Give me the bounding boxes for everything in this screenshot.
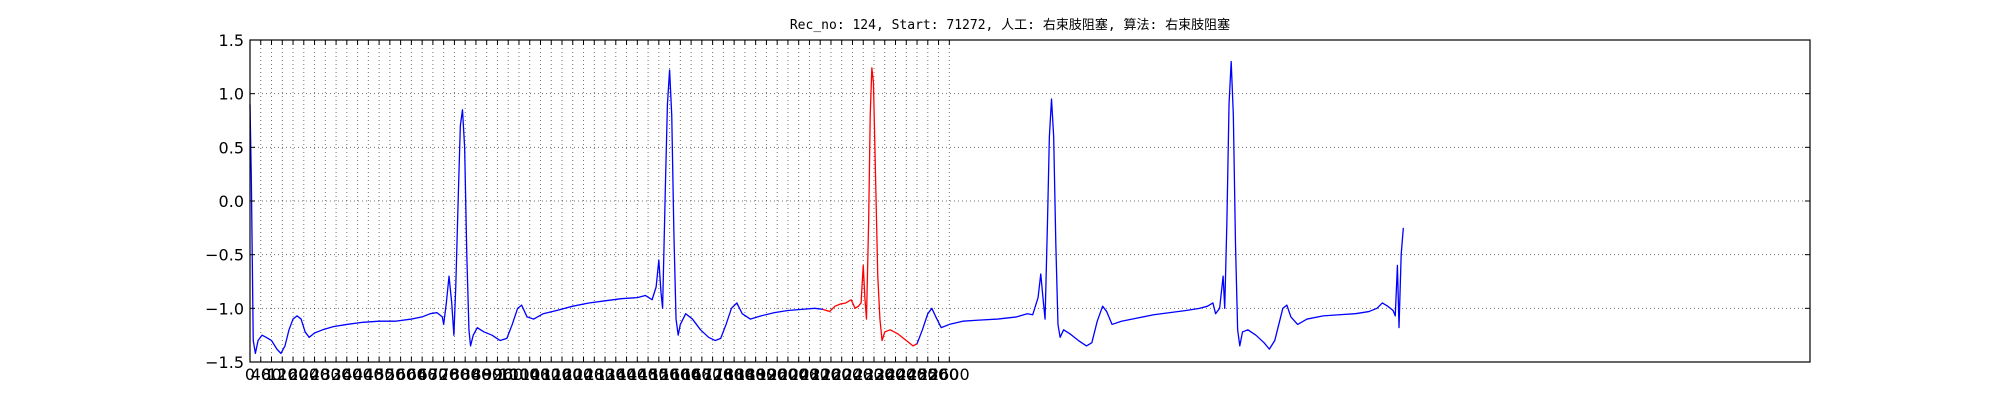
x-tick-label: 720: [428, 365, 459, 384]
x-tick-label: 1880: [735, 365, 776, 384]
x-tick-label: 2120: [800, 365, 841, 384]
x-tick-label: 1600: [660, 365, 701, 384]
x-tick-label: 440: [353, 365, 384, 384]
x-tick-label: 600: [396, 365, 427, 384]
x-tick-label: 1160: [542, 365, 583, 384]
x-tick-label: 2600: [929, 365, 970, 384]
series-line-2: [822, 67, 918, 347]
series-layer: [249, 60, 1404, 355]
x-tick-label: 200: [289, 365, 320, 384]
y-tick-label: −1.5: [205, 353, 244, 372]
y-tick-label: 1.0: [219, 85, 244, 104]
x-tick-label: 480: [364, 365, 395, 384]
x-tick-label: 2440: [886, 365, 927, 384]
x-tick-label: 2080: [789, 365, 830, 384]
x-tick-label: 760: [439, 365, 470, 384]
x-tick-label: 2560: [918, 365, 959, 384]
x-tick-label: 520: [375, 365, 406, 384]
y-tick-label: −0.5: [205, 246, 244, 265]
x-axis: 0408012016020024028032036040044048052056…: [245, 365, 970, 384]
x-tick-label: 1760: [703, 365, 744, 384]
x-tick-label: 0: [245, 365, 255, 384]
x-tick-label: 1520: [638, 365, 679, 384]
x-tick-label: 80: [261, 365, 281, 384]
x-tick-label: 1800: [714, 365, 755, 384]
x-tick-label: 2240: [832, 365, 873, 384]
x-tick-label: 2280: [843, 365, 884, 384]
x-tick-label: 1560: [649, 365, 690, 384]
x-tick-label: 1080: [520, 365, 561, 384]
x-tick-label: 1960: [757, 365, 798, 384]
x-tick-label: 880: [471, 365, 502, 384]
x-tick-label: 120: [267, 365, 298, 384]
x-tick-label: 240: [299, 365, 330, 384]
y-tick-label: 1.5: [219, 31, 244, 50]
y-tick-label: 0.5: [219, 138, 244, 157]
x-tick-label: 920: [482, 365, 513, 384]
x-tick-label: 1120: [531, 365, 572, 384]
x-tick-label: 40: [251, 365, 271, 384]
x-tick-label: 1040: [509, 365, 550, 384]
x-tick-label: 1920: [746, 365, 787, 384]
x-tick-label: 840: [461, 365, 492, 384]
x-tick-label: 560: [385, 365, 416, 384]
x-tick-label: 160: [278, 365, 309, 384]
x-tick-label: 1240: [563, 365, 604, 384]
x-tick-label: 2520: [907, 365, 948, 384]
x-tick-label: 320: [321, 365, 352, 384]
x-tick-label: 400: [342, 365, 373, 384]
x-tick-label: 640: [407, 365, 438, 384]
x-tick-label: 2480: [897, 365, 938, 384]
x-tick-label: 2000: [768, 365, 809, 384]
series-line-3: [916, 60, 1404, 350]
chart-title: Rec_no: 124, Start: 71272, 人工: 右束肢阻塞, 算法…: [790, 17, 1230, 33]
x-tick-label: 1200: [552, 365, 593, 384]
x-tick-label: 2160: [811, 365, 852, 384]
x-tick-label: 1400: [606, 365, 647, 384]
x-tick-label: 2360: [864, 365, 905, 384]
x-tick-label: 1440: [617, 365, 658, 384]
x-tick-label: 680: [418, 365, 449, 384]
x-tick-label: 1480: [628, 365, 669, 384]
x-tick-label: 1360: [595, 365, 636, 384]
x-tick-label: 1280: [574, 365, 615, 384]
x-tick-label: 1320: [585, 365, 626, 384]
x-tick-label: 2200: [821, 365, 862, 384]
series-line-1: [249, 69, 823, 355]
y-axis: −1.5 −1.0 −0.5 0.0 0.5 1.0 1.5: [205, 31, 244, 372]
x-tick-label: 1000: [499, 365, 540, 384]
x-tick-label: 280: [310, 365, 341, 384]
tick-marks: [249, 39, 1810, 363]
x-tick-label: 1840: [725, 365, 766, 384]
x-tick-label: 1720: [692, 365, 733, 384]
x-tick-label: 2320: [854, 365, 895, 384]
y-tick-label: 0.0: [219, 192, 244, 211]
x-tick-label: 1640: [671, 365, 712, 384]
x-tick-label: 960: [493, 365, 524, 384]
x-tick-label: 2400: [875, 365, 916, 384]
x-tick-label: 2040: [778, 365, 819, 384]
x-tick-label: 800: [450, 365, 481, 384]
x-tick-label: 360: [332, 365, 363, 384]
y-tick-label: −1.0: [205, 299, 244, 318]
x-tick-label: 1680: [682, 365, 723, 384]
